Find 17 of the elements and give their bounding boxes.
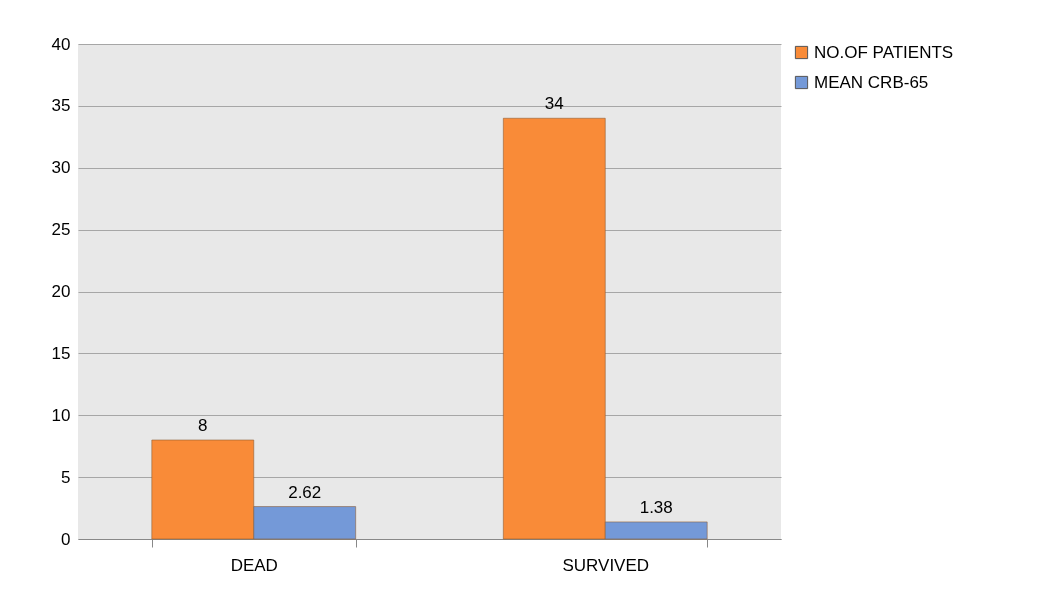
data-label: 8: [198, 416, 208, 435]
x-tick-label: SURVIVED: [562, 555, 650, 575]
y-tick-label: 20: [51, 282, 71, 301]
y-tick-label: 35: [51, 96, 71, 116]
y-tick-label: 40: [51, 34, 71, 54]
data-label: 34: [544, 94, 564, 114]
y-tick-label: 5: [61, 467, 71, 487]
y-tick-label: 30: [51, 158, 71, 178]
legend-label: MEAN CRB-65: [814, 72, 929, 92]
legend-label: NO.OF PATIENTS: [814, 42, 954, 62]
x-tick-label: DEAD: [230, 555, 278, 575]
y-tick-label: 0: [61, 529, 71, 549]
y-tick-label: 25: [51, 220, 71, 240]
y-tick-label: 10: [51, 405, 71, 425]
data-label: 2.62: [288, 482, 322, 502]
y-tick-label: 15: [51, 343, 71, 363]
data-label: 1.38: [639, 497, 673, 517]
